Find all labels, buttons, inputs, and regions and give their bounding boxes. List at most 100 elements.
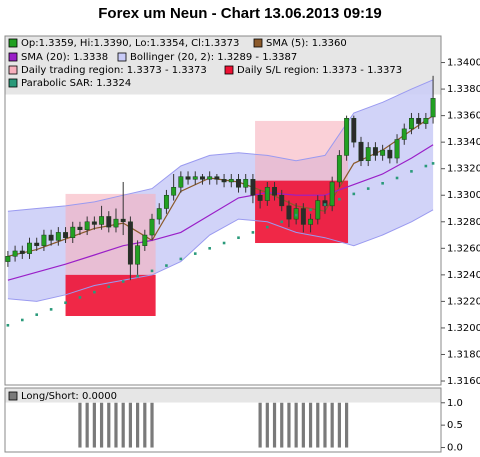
sar-dot [93,290,96,294]
bar [128,402,132,448]
y-tick-label: 1.3380 [447,84,480,95]
candle-body [142,234,148,246]
sar-dot [280,220,284,224]
candle-body [409,118,414,130]
candle-body [329,181,335,207]
candle-body [264,187,270,201]
candle-body [372,147,378,156]
candle-body [84,221,90,230]
band-upper [7,79,434,212]
plot-layer [5,75,436,327]
candle-body [200,176,205,180]
sar-dot [136,274,139,278]
candle-body [106,216,112,228]
candle-body [236,179,241,188]
candle-body [336,155,342,183]
candle-body [279,194,285,207]
candle-body [228,179,234,183]
sar-dot [424,164,428,168]
candle-body [178,176,184,188]
legend-background [5,388,441,403]
sar-dot [6,323,10,327]
candle-body [315,200,321,220]
y-tick-label: 1.3220 [447,296,480,307]
legend-label: Op:1.3359, Hi:1.3390, Lo:1.3354, Cl:1.33… [21,38,239,49]
candle-body [257,194,263,201]
y-tick-label: 1.0 [447,398,463,409]
candle-body [358,141,364,161]
candle-body [344,118,350,156]
sar-dot [366,187,370,190]
legend-background [5,36,441,95]
sar-dot [338,197,341,201]
y-tick-label: 1.3340 [447,137,480,148]
sar-dot [222,241,226,245]
candle-body [163,194,169,209]
bar [136,402,140,448]
y-tick-label: 0.0 [447,443,463,454]
y-tick-label: 1.3240 [447,270,480,281]
y-tick-label: 1.3160 [447,376,480,387]
candle-body [149,218,155,236]
candle-body [41,234,47,246]
candle-body [192,176,198,180]
sar-dot [208,247,211,250]
candle-body [430,98,436,118]
sar-dot [78,296,82,299]
candle-body [19,250,25,254]
bar [78,402,82,448]
candle-body [322,200,328,207]
sar-dot [49,308,53,311]
candle-body [185,176,191,180]
legend-swatch [117,52,127,62]
candle-body [214,176,220,180]
candle-body [63,232,68,238]
region-box [65,193,156,275]
region-box [65,274,156,316]
candle-body [308,218,314,225]
y-tick-label: 1.3280 [447,217,480,228]
sar-dot [150,269,154,273]
legend-label: SMA (20): 1.3338 [21,52,108,63]
legend-swatch [8,38,18,48]
bar [143,402,147,448]
candle-body [243,179,249,188]
sar-dot [323,203,327,206]
sar-dot [266,225,269,229]
sar-dot [251,231,255,234]
bar [308,402,313,448]
candle-body [70,226,76,238]
legend-label: SMA (5): 1.3360 [266,38,347,49]
candle-body [401,128,407,140]
candle-body [207,176,213,180]
legend-label: Long/Short: 0.0000 [21,391,117,402]
legend-label: Parabolic SAR: 1.3324 [21,78,131,89]
bar [323,402,327,448]
bar [272,402,277,448]
y-tick-label: 1.3320 [447,164,480,175]
candle-body [91,221,97,225]
y-tick-label: 1.3260 [447,243,480,254]
sar-dot [193,252,197,255]
candle-body [387,149,393,159]
legend-label: Daily trading region: 1.3373 - 1.3373 [21,65,207,76]
indicator-line [7,144,434,281]
candle-body [48,234,54,241]
candle-body [27,242,32,254]
bar [294,402,298,448]
sar-dot [352,192,356,196]
candle-body [351,118,357,143]
candle-body [77,226,83,230]
candle-body [135,245,141,265]
legend-swatch [224,65,234,75]
bar [107,402,111,448]
bar [344,402,349,448]
legend-swatch [8,78,18,88]
candle-body [300,208,306,225]
y-tick-label: 0.5 [447,420,463,431]
bar [337,402,341,448]
bar [114,402,118,448]
candle-body [12,250,18,257]
sar-dot [179,257,183,261]
